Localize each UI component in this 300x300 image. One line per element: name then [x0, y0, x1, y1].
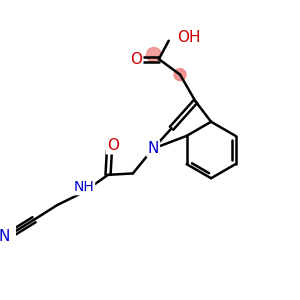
Text: O: O: [107, 138, 119, 153]
Text: OH: OH: [177, 30, 201, 45]
Text: N: N: [0, 229, 10, 244]
Circle shape: [146, 47, 161, 62]
Circle shape: [174, 69, 186, 80]
Text: NH: NH: [74, 180, 94, 194]
Text: N: N: [148, 141, 159, 156]
Text: O: O: [130, 52, 142, 67]
